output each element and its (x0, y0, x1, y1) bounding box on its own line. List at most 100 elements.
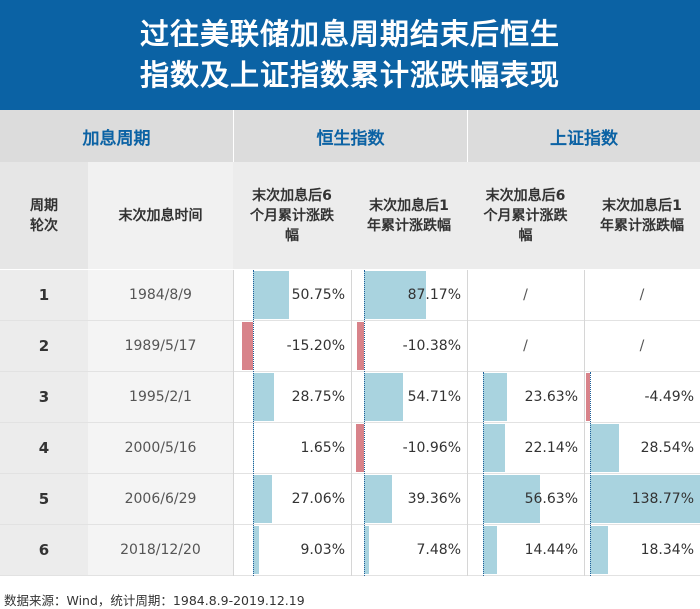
cell-sse-1y: 138.77% (584, 474, 700, 524)
table-row: 2 1989/5/17 -15.20% -10.38% / / (0, 321, 700, 372)
col-header-hsi-1y: 末次加息后1年累计涨跌幅 (351, 162, 467, 269)
zero-axis-line (364, 270, 365, 576)
value-label: 27.06% (291, 491, 345, 507)
table-row: 1 1984/8/9 50.75% 87.17% / / (0, 270, 700, 321)
value-label: 28.75% (291, 389, 345, 405)
cell-period: 6 (0, 525, 88, 575)
value-label: 56.63% (524, 491, 578, 507)
cell-sse-6m: 56.63% (467, 474, 584, 524)
value-label: 138.77% (631, 491, 694, 507)
title-line-2: 指数及上证指数累计涨跌幅表现 (139, 58, 560, 92)
zero-axis-line (253, 270, 254, 576)
value-label: 23.63% (524, 389, 578, 405)
group-hike-cycle: 加息周期 (82, 128, 151, 149)
value-bar (364, 475, 393, 523)
value-bar (483, 526, 498, 574)
value-label: 54.71% (407, 389, 461, 405)
value-bar (253, 526, 260, 574)
cell-last-hike-date: 2018/12/20 (88, 525, 233, 575)
value-bar (590, 424, 619, 472)
value-label: 87.17% (407, 287, 461, 303)
cell-period: 5 (0, 474, 88, 524)
value-label: 18.34% (640, 542, 694, 558)
column-divider (467, 270, 468, 576)
value-bar (356, 322, 364, 370)
cell-hsi-1y: 54.71% (351, 372, 467, 422)
cell-hsi-1y: 7.48% (351, 525, 467, 575)
value-label: / (639, 287, 645, 303)
cell-hsi-6m: 1.65% (233, 423, 351, 473)
cell-sse-1y: / (584, 270, 700, 320)
group-hsi: 恒生指数 (316, 128, 385, 149)
col-header-period: 周期轮次 (0, 162, 88, 269)
value-label: 1.65% (300, 440, 345, 456)
cell-hsi-1y: 39.36% (351, 474, 467, 524)
group-sse: 上证指数 (550, 128, 618, 149)
value-bar (590, 475, 700, 523)
value-label: -4.49% (644, 389, 694, 405)
cell-sse-6m: / (467, 321, 584, 371)
table-row: 3 1995/2/1 28.75% 54.71% 23.63% -4.49% (0, 372, 700, 423)
chart-title: 过往美联储加息周期结束后恒生 指数及上证指数累计涨跌幅表现 (0, 0, 700, 110)
value-label: 50.75% (291, 287, 345, 303)
value-label: -15.20% (286, 338, 345, 354)
cell-sse-6m: 14.44% (467, 525, 584, 575)
value-label: -10.38% (402, 338, 461, 354)
value-bar (242, 322, 253, 370)
cell-last-hike-date: 2000/5/16 (88, 423, 233, 473)
value-label: 7.48% (416, 542, 461, 558)
value-bar (590, 526, 609, 574)
cell-sse-1y: / (584, 321, 700, 371)
zero-axis-line (483, 372, 484, 576)
cell-sse-6m: / (467, 270, 584, 320)
col-header-date: 末次加息时间 (88, 162, 233, 269)
cell-sse-6m: 23.63% (467, 372, 584, 422)
value-bar (364, 271, 427, 319)
cell-last-hike-date: 1995/2/1 (88, 372, 233, 422)
value-label: 28.54% (640, 440, 694, 456)
cell-hsi-6m: 27.06% (233, 474, 351, 524)
col-header-hsi-6m: 末次加息后6个月累计涨跌幅 (233, 162, 351, 269)
value-label: / (639, 338, 645, 354)
cell-sse-6m: 22.14% (467, 423, 584, 473)
group-header-row: 加息周期 恒生指数 上证指数 (0, 110, 700, 163)
cell-period: 2 (0, 321, 88, 371)
column-divider (584, 270, 585, 576)
value-bar (585, 373, 590, 421)
table-row: 6 2018/12/20 9.03% 7.48% 14.44% 18.34% (0, 525, 700, 576)
value-bar (253, 373, 274, 421)
value-label: 22.14% (524, 440, 578, 456)
value-label: 39.36% (407, 491, 461, 507)
cell-last-hike-date: 1989/5/17 (88, 321, 233, 371)
cell-sse-1y: -4.49% (584, 372, 700, 422)
table-row: 4 2000/5/16 1.65% -10.96% 22.14% 28.54% (0, 423, 700, 474)
value-bar (253, 271, 290, 319)
cell-hsi-1y: -10.38% (351, 321, 467, 371)
cell-hsi-6m: 28.75% (233, 372, 351, 422)
value-bar (364, 373, 404, 421)
value-label: / (523, 287, 528, 303)
title-line-1: 过往美联储加息周期结束后恒生 (139, 17, 560, 51)
cell-last-hike-date: 1984/8/9 (88, 270, 233, 320)
footnote: 数据来源：Wind，统计周期：1984.8.9-2019.12.19 (4, 593, 305, 608)
cell-hsi-6m: -15.20% (233, 321, 351, 371)
cell-hsi-1y: -10.96% (351, 423, 467, 473)
value-bar (364, 526, 370, 574)
cell-sse-1y: 18.34% (584, 525, 700, 575)
value-label: / (523, 338, 528, 354)
cell-period: 3 (0, 372, 88, 422)
cell-sse-1y: 28.54% (584, 423, 700, 473)
cell-period: 4 (0, 423, 88, 473)
table-row: 5 2006/6/29 27.06% 39.36% 56.63% 138.77% (0, 474, 700, 525)
value-label: 9.03% (300, 542, 345, 558)
cell-last-hike-date: 2006/6/29 (88, 474, 233, 524)
zero-axis-line (590, 372, 591, 576)
column-divider (351, 270, 352, 576)
value-bar (483, 424, 506, 472)
value-label: -10.96% (402, 440, 461, 456)
col-header-sse-6m: 末次加息后6个月累计涨跌幅 (467, 162, 584, 269)
cell-hsi-1y: 87.17% (351, 270, 467, 320)
cell-period: 1 (0, 270, 88, 320)
cell-hsi-6m: 50.75% (233, 270, 351, 320)
value-bar (483, 475, 540, 523)
